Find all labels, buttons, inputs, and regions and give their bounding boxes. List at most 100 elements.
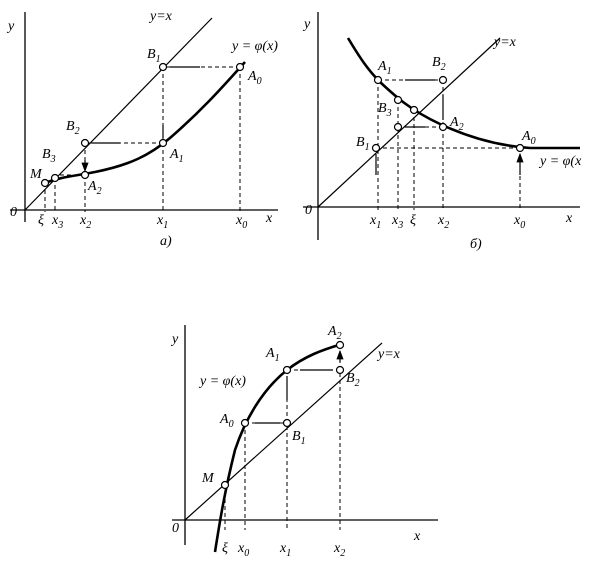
label: A1 — [169, 147, 184, 165]
label-text: y = φ(x) — [198, 374, 246, 389]
label: A2 — [327, 324, 342, 342]
label-subscript: 1 — [156, 54, 161, 65]
label: M — [29, 167, 43, 182]
line-y-x — [184, 342, 383, 521]
label-subscript: 1 — [301, 436, 306, 447]
label-text: б) — [470, 237, 482, 252]
label: B2 — [66, 119, 80, 137]
label-subscript: 2 — [444, 220, 449, 231]
label: B2 — [432, 55, 446, 73]
label: x1 — [156, 213, 168, 231]
label: B3 — [378, 101, 392, 119]
label-subscript: 0 — [244, 548, 249, 559]
points — [220, 340, 345, 490]
label: x2 — [79, 213, 91, 231]
label-text: y — [6, 19, 15, 34]
arrows — [85, 66, 200, 171]
label-text: M — [201, 471, 215, 486]
label-text: A — [327, 324, 337, 339]
curve — [346, 37, 580, 150]
label-text: A — [521, 129, 531, 144]
label-text: 0 — [10, 205, 17, 220]
label-text: x — [235, 213, 243, 228]
label: B1 — [356, 135, 370, 153]
label-text: x — [391, 213, 399, 228]
label-subscript: 0 — [257, 76, 262, 87]
label: B2 — [346, 371, 360, 389]
label-text: A — [377, 59, 387, 74]
label-text: ξ — [222, 541, 228, 556]
dashes — [44, 66, 241, 212]
label-text: A — [219, 412, 229, 427]
label: x — [413, 529, 421, 544]
label: x1 — [279, 541, 291, 559]
label: 0 — [305, 203, 312, 218]
label-subscript: 1 — [179, 154, 184, 165]
label-subscript: 3 — [50, 154, 56, 165]
curve — [213, 342, 343, 553]
label-subscript: 0 — [242, 220, 247, 231]
label-text: 0 — [305, 203, 312, 218]
label: y = φ(x) — [230, 39, 278, 54]
label-text: B — [147, 47, 156, 62]
label-text: x — [369, 213, 377, 228]
label: M — [201, 471, 215, 486]
label-text: A — [169, 147, 179, 162]
label: x — [265, 211, 273, 226]
label: A2 — [449, 115, 464, 133]
label-text: B — [66, 119, 75, 134]
label: A0 — [247, 69, 262, 87]
label-subscript: 1 — [163, 220, 168, 231]
label-subscript: 0 — [520, 220, 525, 231]
label-text: A — [449, 115, 459, 130]
label-text: x — [79, 213, 87, 228]
axes — [303, 12, 580, 240]
label-text: B — [346, 371, 355, 386]
label: x0 — [235, 213, 247, 231]
label: x — [565, 211, 573, 226]
label: A2 — [87, 179, 102, 197]
label-subscript: 2 — [337, 331, 342, 342]
points — [40, 62, 245, 188]
label-text: y=x — [492, 35, 517, 50]
arrows — [375, 79, 520, 175]
label-subscript: 1 — [365, 142, 370, 153]
panel-b — [303, 12, 580, 240]
label-subscript: 0 — [531, 136, 536, 147]
label: y=x — [148, 9, 173, 24]
label-text: x — [265, 211, 273, 226]
label: y — [6, 19, 15, 34]
label: A1 — [265, 346, 280, 364]
label-text: x — [156, 213, 164, 228]
label-text: y — [170, 332, 179, 347]
label-text: ξ — [38, 213, 44, 228]
label-subscript: 3 — [57, 220, 63, 231]
label-subscript: 2 — [75, 126, 80, 137]
label: x0 — [513, 213, 525, 231]
points — [371, 75, 525, 153]
label-text: а) — [160, 234, 172, 249]
label-subscript: 2 — [340, 548, 345, 559]
label: ξ — [38, 213, 44, 228]
arrows — [255, 351, 340, 424]
label: б) — [470, 237, 482, 252]
label: y — [170, 332, 179, 347]
label-text: 0 — [172, 521, 179, 536]
axes — [172, 325, 438, 545]
label-text: y — [302, 17, 311, 32]
label: ξ — [222, 541, 228, 556]
label-text: A — [87, 179, 97, 194]
label: y — [302, 17, 311, 32]
line-y-x — [317, 37, 501, 208]
label-subscript: 1 — [376, 220, 381, 231]
label: 0 — [172, 521, 179, 536]
label-text: x — [51, 213, 59, 228]
label-subscript: 3 — [397, 220, 403, 231]
label: x1 — [369, 213, 381, 231]
label: y=x — [376, 347, 401, 362]
label: B3 — [42, 147, 56, 165]
label-text: A — [265, 346, 275, 361]
label: y = φ(x) — [198, 374, 246, 389]
label-text: ξ — [410, 213, 416, 228]
